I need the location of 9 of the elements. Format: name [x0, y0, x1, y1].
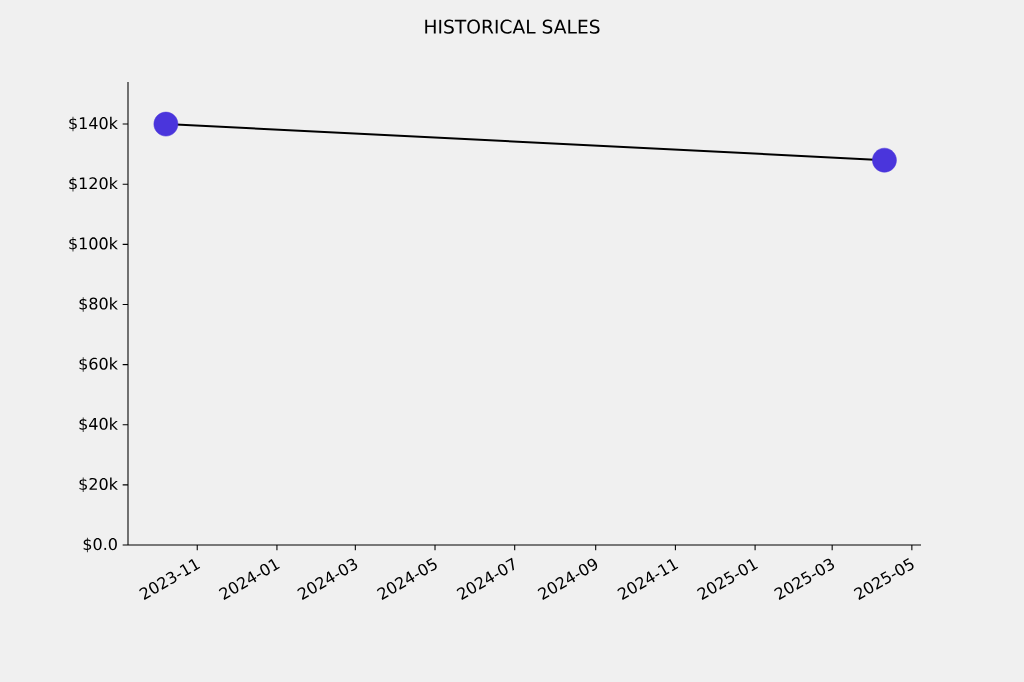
chart-title: HISTORICAL SALES [425, 19, 600, 34]
y-tick-label: $80k [79, 297, 118, 312]
y-tick-label: $140k [69, 116, 118, 132]
y-tick-label: $60k [79, 357, 118, 372]
y-tick-label: $100k [69, 237, 118, 252]
y-tick-label: $20k [79, 477, 118, 493]
y-tick-label: $120k [69, 176, 118, 192]
y-tick-label: $0.0 [83, 537, 117, 553]
y-tick-label: $40k [79, 417, 118, 432]
